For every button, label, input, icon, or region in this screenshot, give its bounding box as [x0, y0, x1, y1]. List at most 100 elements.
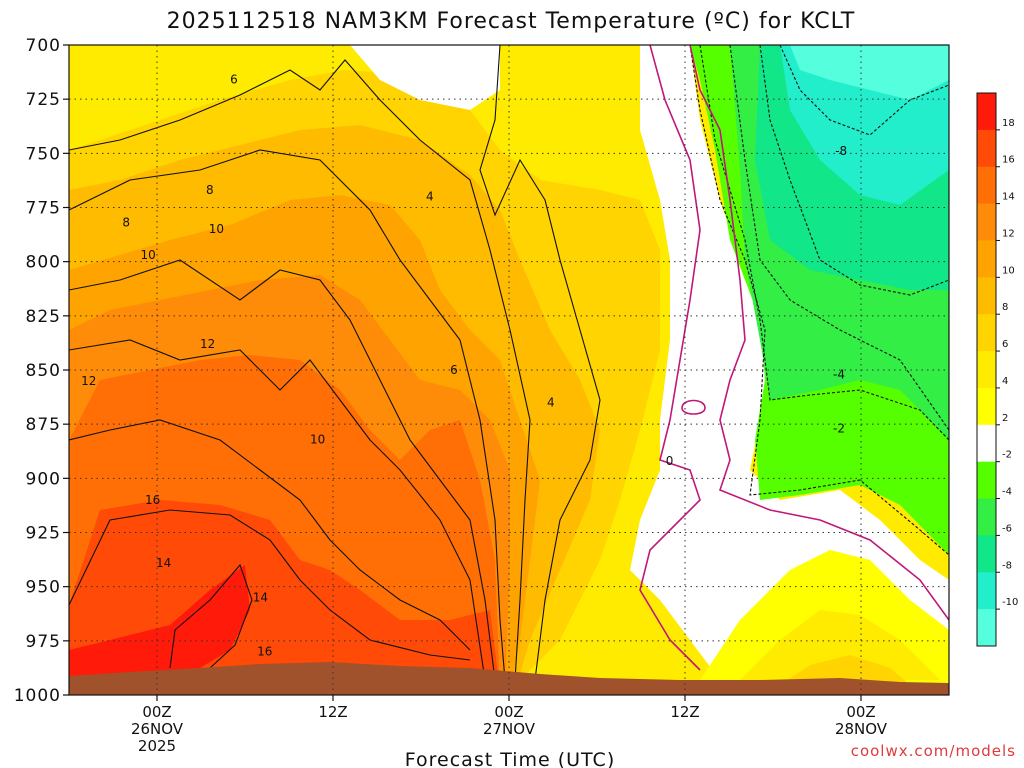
colorbar-label: -10 [1002, 597, 1018, 608]
contour-label: 12 [81, 374, 96, 388]
contour-cold-neg6 [729, 45, 949, 431]
colorbar-swatch [977, 240, 996, 278]
band-cold-2 [630, 45, 949, 690]
colorbar-label: 2 [1002, 413, 1008, 424]
colorbar-label: 18 [1002, 118, 1015, 129]
contour-label: 8 [206, 183, 214, 197]
colorbar-frame [976, 92, 997, 647]
contour-label: 14 [156, 556, 171, 570]
contour-label: 12 [200, 337, 215, 351]
colorbar-label: -8 [1002, 560, 1012, 571]
contour-label: 16 [145, 493, 160, 507]
y-tick-label: 700 [26, 36, 61, 56]
colorbar-label: 4 [1002, 376, 1008, 387]
y-tick-label: 925 [26, 524, 61, 544]
colorbar-swatch [977, 351, 996, 389]
band-warm-18 [69, 565, 250, 680]
colorbar-swatch [977, 203, 996, 241]
contour-label: 10 [310, 432, 325, 446]
colorbar-label: 8 [1002, 302, 1008, 313]
colorbar-swatch [977, 387, 996, 426]
y-tick-label: 825 [26, 307, 61, 327]
contour-6 [69, 59, 531, 681]
colorbar-label: 10 [1002, 265, 1015, 276]
contour-label: 6 [230, 73, 238, 87]
x-tick-label: 26NOV [131, 720, 184, 738]
contour-cold-neg2 [689, 45, 949, 556]
contour-label: 16 [257, 645, 272, 659]
contour-16 [69, 509, 471, 661]
y-tick-label: 875 [26, 415, 61, 435]
x-tick-label: 12Z [670, 703, 699, 721]
contour-cold-neg4 [699, 45, 949, 441]
colorbar-swatch [977, 609, 996, 647]
y-tick-label: 800 [26, 253, 61, 273]
contour-label: 14 [253, 591, 268, 605]
y-tick-label: 725 [26, 90, 61, 110]
contour-lines [69, 45, 949, 681]
y-tick-label: 750 [26, 144, 61, 164]
y-tick-label: 975 [26, 632, 61, 652]
credit-text: coolwx.com/models [851, 742, 1016, 760]
contour-label: 0 [666, 454, 674, 468]
colorbar-label: 16 [1002, 155, 1015, 166]
colorbar-swatch [977, 461, 996, 500]
x-tick-label: 00Z [142, 703, 171, 721]
contour-12 [69, 339, 486, 681]
contour-cold-neg8 [759, 45, 949, 296]
colorbar-swatch [977, 277, 996, 315]
colorbar-swatch [977, 129, 996, 168]
contour-label: 4 [426, 190, 434, 204]
x-tick-label: 00Z [846, 703, 875, 721]
contour-label: 6 [450, 363, 458, 377]
x-tick-label: 00Z [494, 703, 523, 721]
contour-10 [69, 259, 496, 681]
x-tick-label: 27NOV [483, 720, 536, 738]
plot-area [69, 45, 949, 695]
y-tick-label: 1000 [14, 686, 61, 706]
contour-label: -2 [833, 422, 845, 436]
colorbar-label: 6 [1002, 339, 1008, 350]
contour-zero-right [689, 45, 949, 621]
contour-label: -4 [833, 367, 845, 381]
contour-labels: 6 8 8 10 10 12 12 16 14 14 16 10 4 6 4 0 -8 -4 -2 [81, 73, 847, 659]
band-warm-6-lower [780, 655, 910, 685]
contour-label: 8 [122, 216, 130, 230]
y-tick-label: 775 [26, 199, 61, 219]
colorbar-swatch [977, 535, 996, 573]
band-cold-12 [790, 45, 949, 100]
colorbar-swatch [977, 166, 996, 205]
contour-label: 4 [547, 396, 555, 410]
colorbar-label: -2 [1002, 450, 1012, 461]
y-tick-label: 950 [26, 578, 61, 598]
colorbar-swatch [977, 93, 996, 131]
chart-title: 2025112518 NAM3KM Forecast Temperature (… [167, 9, 856, 34]
grid-lines [69, 45, 949, 695]
x-tick-label: 2025 [138, 737, 176, 755]
contour-14 [69, 419, 471, 651]
contour-zero-blob [681, 399, 706, 415]
colorbar-swatch [977, 498, 996, 536]
colorbar: 18 16 14 12 10 8 6 4 2 -2 -4 -6 -8 -10 [976, 92, 1018, 647]
x-axis-title: Forecast Time (UTC) [405, 749, 615, 768]
colorbar-swatch [977, 424, 996, 463]
band-warm-4-lower [740, 610, 940, 680]
contour-4 [479, 45, 601, 681]
colorbar-swatch [977, 314, 996, 352]
contour-zero [639, 45, 701, 671]
contour-label: -8 [835, 144, 847, 158]
colorbar-label: -4 [1002, 487, 1012, 498]
colorbar-label: -6 [1002, 523, 1012, 534]
y-axis: 700 725 750 775 800 825 850 875 900 925 950 975 1000 [14, 36, 69, 706]
colorbar-swatch [977, 572, 996, 610]
contour-18 [169, 563, 253, 669]
y-tick-label: 900 [26, 469, 61, 489]
contour-cold-neg10 [779, 45, 949, 136]
contour-8 [69, 149, 506, 681]
colorbar-label: 14 [1002, 192, 1015, 203]
contour-label: 10 [141, 248, 156, 262]
x-tick-label: 28NOV [835, 720, 888, 738]
contour-label: 10 [209, 222, 224, 236]
